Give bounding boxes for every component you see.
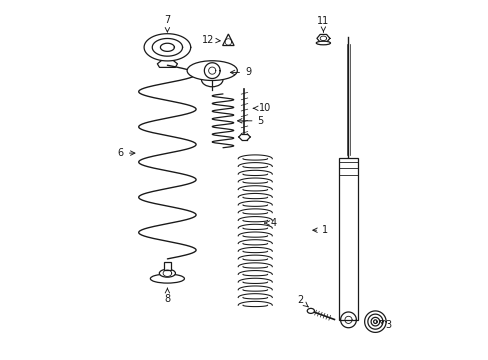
Ellipse shape	[306, 309, 314, 314]
Text: 2: 2	[296, 295, 307, 307]
Text: 10: 10	[253, 103, 271, 113]
Text: 7: 7	[164, 15, 170, 32]
Polygon shape	[222, 34, 234, 45]
Text: 9: 9	[230, 67, 251, 77]
Text: 3: 3	[379, 320, 390, 330]
Ellipse shape	[187, 61, 237, 81]
Text: 11: 11	[317, 17, 329, 32]
Text: 5: 5	[237, 116, 263, 126]
Text: 12: 12	[202, 35, 220, 45]
Text: 1: 1	[312, 225, 327, 235]
Text: 6: 6	[118, 148, 135, 158]
Text: 8: 8	[164, 288, 170, 304]
Bar	[338, 158, 358, 320]
Ellipse shape	[150, 274, 184, 283]
Text: 4: 4	[264, 218, 276, 228]
Ellipse shape	[159, 269, 175, 277]
Ellipse shape	[316, 41, 330, 45]
Bar	[163, 262, 171, 270]
